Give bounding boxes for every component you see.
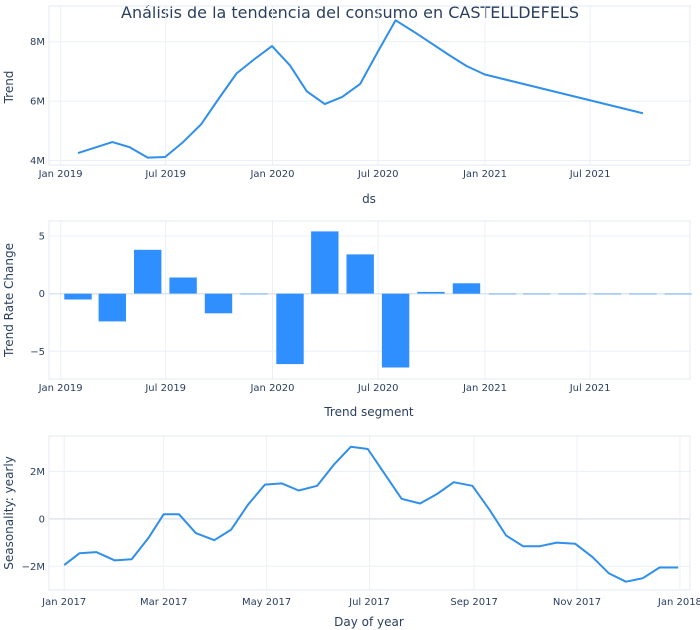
trend-grid bbox=[49, 6, 690, 165]
rate-bar bbox=[593, 293, 622, 295]
rate-bar bbox=[629, 293, 657, 295]
x-tick-label: Jan 2020 bbox=[249, 383, 294, 394]
x-tick-label: Jul 2019 bbox=[144, 169, 186, 180]
x-tick-label: Jan 2021 bbox=[462, 383, 507, 394]
x-tick-label: Jul 2021 bbox=[569, 383, 611, 394]
rate-bar bbox=[134, 249, 162, 294]
rate-bar bbox=[240, 293, 268, 295]
rate-bar bbox=[64, 293, 92, 300]
rate-bar bbox=[452, 283, 481, 294]
rate-bar bbox=[488, 293, 517, 295]
y-tick-label: 5 bbox=[39, 232, 45, 243]
x-tick-label: May 2017 bbox=[242, 597, 291, 608]
y-tick-label: −2M bbox=[22, 562, 45, 573]
rate-bar bbox=[169, 277, 197, 294]
x-tick-label: Jan 2017 bbox=[41, 597, 86, 608]
x-tick-label: Sep 2017 bbox=[450, 597, 497, 608]
rate-bar bbox=[276, 293, 304, 365]
rate-bar bbox=[98, 293, 126, 322]
seasonality-yearly-line bbox=[63, 445, 679, 583]
season-x-ticks: Jan 2017 Mar 2017 May 2017 Jul 2017 Sep 2017… bbox=[41, 597, 700, 608]
trend-x-axis-label: ds bbox=[362, 192, 376, 206]
season-x-axis-label: Day of year bbox=[334, 615, 404, 629]
y-tick-label: 4M bbox=[30, 156, 45, 167]
x-tick-label: Jul 2021 bbox=[569, 169, 611, 180]
rate-bar bbox=[381, 293, 410, 368]
x-tick-label: Jul 2017 bbox=[348, 597, 390, 608]
rate-bar bbox=[558, 293, 586, 295]
y-tick-label: 8M bbox=[30, 37, 45, 48]
x-tick-label: Jul 2020 bbox=[357, 383, 399, 394]
x-tick-label: Jul 2020 bbox=[357, 169, 399, 180]
season-y-ticks: −2M 0 2M bbox=[22, 467, 45, 573]
rate-frame bbox=[48, 220, 691, 380]
x-tick-label: Nov 2017 bbox=[553, 597, 601, 608]
x-tick-label: Mar 2017 bbox=[140, 597, 188, 608]
season-y-axis-label: Seasonality: yearly bbox=[2, 456, 16, 570]
rate-bar bbox=[664, 293, 693, 295]
rate-x-ticks: Jan 2019 Jul 2019 Jan 2020 Jul 2020 Jan 2021… bbox=[38, 383, 611, 394]
trend-y-axis-label: Trend bbox=[2, 71, 16, 105]
figure-title: Análisis de la tendencia del consumo en … bbox=[121, 3, 579, 22]
trend-panel: Jan 2019 Jul 2019 Jan 2020 Jul 2020 Jan 2021… bbox=[2, 5, 691, 206]
x-tick-label: Jan 2019 bbox=[38, 383, 83, 394]
x-tick-label: Jan 2021 bbox=[462, 169, 507, 180]
y-tick-label: 2M bbox=[30, 467, 45, 478]
rate-grid bbox=[49, 221, 690, 379]
x-tick-label: Jan 2019 bbox=[38, 169, 83, 180]
rate-y-axis-label: Trend Rate Change bbox=[2, 243, 16, 358]
rate-bar bbox=[346, 254, 374, 294]
rate-marks bbox=[64, 231, 693, 368]
y-tick-label: 0 bbox=[39, 289, 45, 300]
y-tick-label: 6M bbox=[30, 97, 45, 108]
rate-x-axis-label: Trend segment bbox=[323, 405, 414, 419]
trend-marks bbox=[77, 19, 644, 159]
season-grid bbox=[49, 436, 690, 590]
trend-line bbox=[77, 19, 644, 159]
y-tick-label: −5 bbox=[30, 347, 45, 358]
trend-x-ticks: Jan 2019 Jul 2019 Jan 2020 Jul 2020 Jan 2021… bbox=[38, 169, 611, 180]
rate-bar bbox=[204, 293, 233, 314]
x-tick-label: Jul 2019 bbox=[144, 383, 186, 394]
y-tick-label: 0 bbox=[39, 514, 45, 525]
seasonality-panel: Jan 2017 Mar 2017 May 2017 Jul 2017 Sep 2017… bbox=[2, 435, 700, 629]
rate-bar bbox=[311, 231, 339, 294]
trend-frame bbox=[48, 5, 691, 166]
rate-y-ticks: −5 0 5 bbox=[30, 232, 45, 358]
rate-bar bbox=[523, 293, 551, 295]
trend-rate-panel: Jan 2019 Jul 2019 Jan 2020 Jul 2020 Jan 2021… bbox=[2, 220, 693, 419]
season-frame bbox=[48, 435, 691, 591]
trend-y-ticks: 4M 6M 8M bbox=[30, 37, 45, 167]
x-tick-label: Jan 2020 bbox=[249, 169, 294, 180]
season-marks bbox=[63, 445, 679, 583]
x-tick-label: Jan 2018 bbox=[657, 597, 700, 608]
rate-bar bbox=[417, 291, 445, 294]
